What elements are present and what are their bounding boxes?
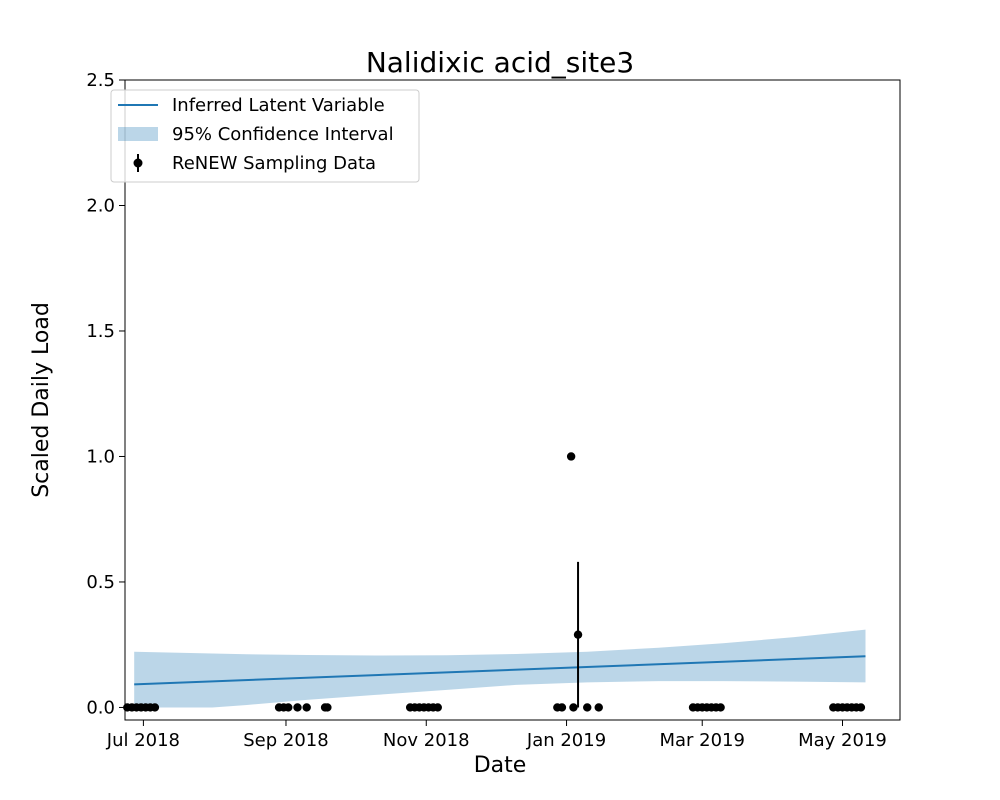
y-tick-label: 1.0 xyxy=(86,446,115,467)
sample-point xyxy=(569,703,578,712)
plot-frame xyxy=(124,79,901,721)
legend: Inferred Latent Variable 95% Confidence … xyxy=(110,89,420,183)
legend-label-interval: 95% Confidence Interval xyxy=(172,124,394,145)
x-axis-ticks: Jul 2018 Sep 2018 Nov 2018 Jan 2019 Mar 2019… xyxy=(106,720,887,751)
legend-label-latent: Inferred Latent Variable xyxy=(172,95,385,116)
sample-point xyxy=(433,703,442,712)
sample-point xyxy=(583,703,592,712)
confidence-band-layer xyxy=(134,629,866,708)
x-tick-label: Mar 2019 xyxy=(659,730,745,751)
latent-line-layer xyxy=(134,655,866,686)
y-tick-label: 2.5 xyxy=(86,70,115,91)
sample-point xyxy=(573,630,583,639)
legend-label-samples: ReNEW Sampling Data xyxy=(172,153,376,174)
x-tick-label: Jul 2018 xyxy=(106,730,180,751)
sample-point xyxy=(716,703,725,712)
sample-point xyxy=(302,703,311,712)
sample-point xyxy=(566,452,576,461)
legend-box xyxy=(110,89,420,183)
sample-point xyxy=(150,703,160,712)
x-axis-label: Date xyxy=(474,753,527,778)
y-tick-label: 2.0 xyxy=(86,195,115,216)
x-tick-label: Sep 2018 xyxy=(243,730,328,751)
y-tick-label: 1.5 xyxy=(86,321,115,342)
sample-point xyxy=(594,703,603,712)
x-tick-label: Jan 2019 xyxy=(526,730,606,751)
sample-point xyxy=(856,703,866,712)
sample-point xyxy=(284,703,293,712)
legend-band-swatch xyxy=(118,127,158,141)
x-tick-label: Nov 2018 xyxy=(383,730,470,751)
confidence-band xyxy=(134,629,866,708)
x-tick-label: May 2019 xyxy=(798,730,887,751)
latent-variable-line xyxy=(134,655,866,686)
chart-title: Nalidixic acid_site3 xyxy=(366,46,634,79)
sample-point xyxy=(557,703,567,712)
y-tick-label: 0.0 xyxy=(86,697,115,718)
sample-point xyxy=(323,703,332,712)
y-tick-label: 0.5 xyxy=(86,572,115,593)
y-axis-ticks: 0.0 0.5 1.0 1.5 2.0 2.5 xyxy=(86,70,125,718)
y-axis-label: Scaled Daily Load xyxy=(29,302,54,498)
sample-point xyxy=(293,703,302,712)
legend-point-swatch xyxy=(133,158,143,168)
sample-points-layer xyxy=(123,452,866,712)
